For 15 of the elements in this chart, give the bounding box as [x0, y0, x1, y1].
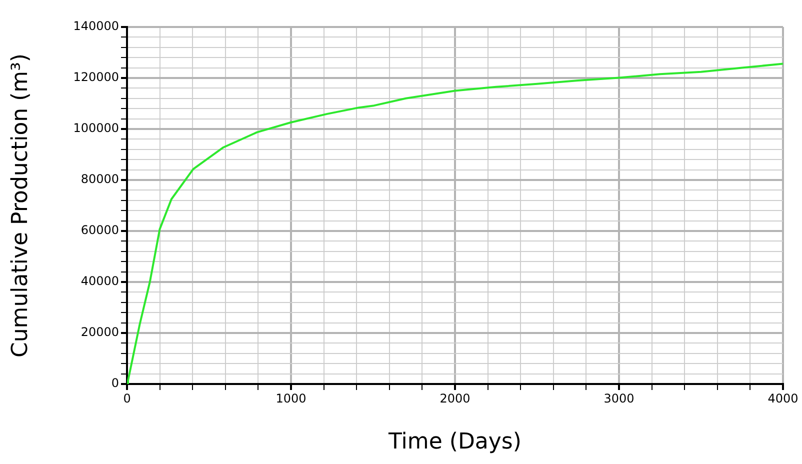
y-axis-title: Cumulative Production (m³): [8, 53, 33, 358]
x-axis-title: Time (Days): [388, 430, 522, 455]
x-tick-label: 3000: [604, 391, 634, 406]
x-tick-label: 1000: [276, 391, 306, 406]
x-tick-label: 4000: [768, 391, 798, 406]
y-tick-label: 0: [111, 376, 119, 390]
y-tick-label: 140000: [73, 19, 119, 34]
y-tick-label: 100000: [73, 121, 119, 136]
x-tick-label: 0: [123, 391, 131, 406]
y-tick-label: 120000: [73, 70, 119, 84]
y-tick-label: 20000: [80, 325, 119, 340]
x-tick-label: 2000: [440, 391, 470, 406]
y-tick-label: 60000: [80, 223, 119, 238]
y-tick-label: 40000: [80, 274, 119, 288]
y-tick-label: 80000: [80, 172, 119, 186]
